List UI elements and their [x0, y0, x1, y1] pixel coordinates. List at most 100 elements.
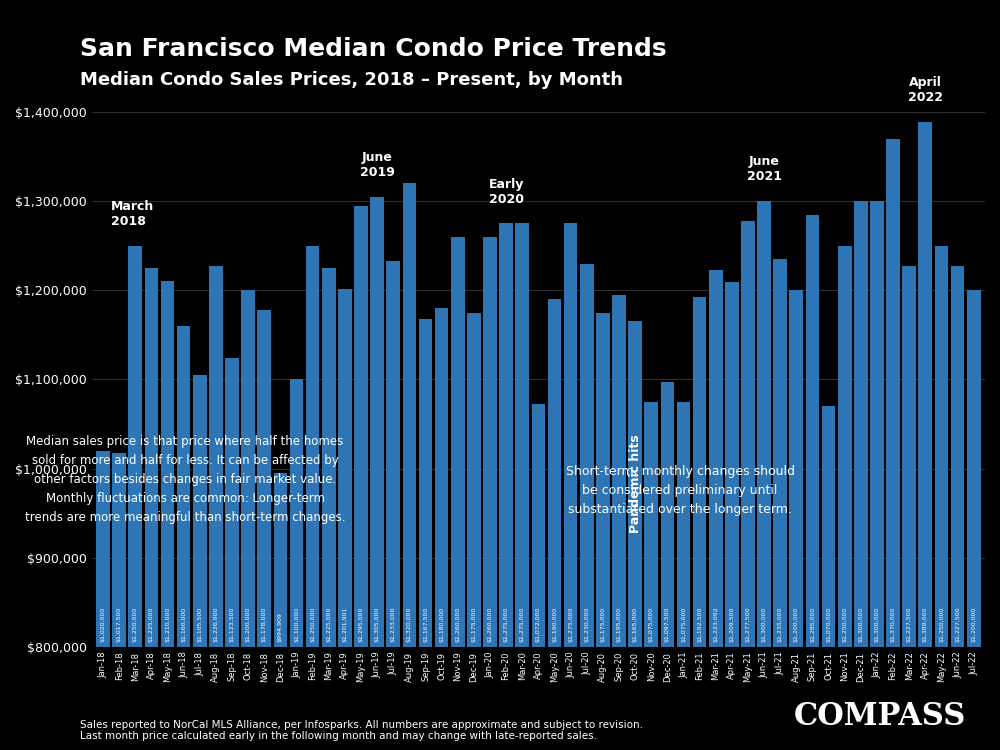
- Text: $1,200,000: $1,200,000: [971, 607, 976, 642]
- Bar: [951, 266, 964, 750]
- Text: $1,227,500: $1,227,500: [907, 607, 912, 642]
- Bar: [435, 308, 448, 750]
- Text: $1,165,000: $1,165,000: [633, 608, 638, 642]
- Bar: [161, 281, 174, 750]
- Bar: [467, 313, 481, 750]
- Bar: [274, 473, 287, 750]
- Text: $1,370,000: $1,370,000: [891, 607, 896, 642]
- Text: April
2022: April 2022: [908, 76, 943, 104]
- Text: $1,175,000: $1,175,000: [600, 607, 605, 642]
- Bar: [96, 451, 110, 750]
- Text: $1,070,000: $1,070,000: [826, 607, 831, 642]
- Bar: [628, 322, 642, 750]
- Text: $1,300,000: $1,300,000: [762, 607, 767, 642]
- Bar: [918, 122, 932, 750]
- Text: Median Condo Sales Prices, 2018 – Present, by Month: Median Condo Sales Prices, 2018 – Presen…: [80, 71, 623, 89]
- Text: $1,225,000: $1,225,000: [149, 607, 154, 642]
- Bar: [612, 295, 626, 750]
- Text: $1,250,000: $1,250,000: [842, 607, 847, 642]
- Bar: [902, 266, 916, 750]
- Text: $1,167,500: $1,167,500: [423, 607, 428, 642]
- Bar: [145, 268, 158, 750]
- Text: Median sales price is that price where half the homes
sold for more and half for: Median sales price is that price where h…: [25, 435, 345, 524]
- Text: $1,250,000: $1,250,000: [133, 607, 138, 642]
- Bar: [419, 320, 432, 750]
- Bar: [209, 266, 223, 750]
- Bar: [822, 406, 835, 750]
- Text: $1,260,000: $1,260,000: [487, 607, 492, 642]
- Text: $994,909: $994,909: [278, 613, 283, 642]
- Bar: [338, 289, 352, 750]
- Bar: [386, 261, 400, 750]
- Bar: [532, 404, 545, 750]
- Text: June
2021: June 2021: [747, 155, 782, 183]
- Text: March
2018: March 2018: [111, 200, 154, 228]
- Text: $1,223,092: $1,223,092: [713, 607, 718, 642]
- Bar: [451, 237, 465, 750]
- Bar: [741, 221, 755, 750]
- Bar: [596, 313, 610, 750]
- Bar: [515, 224, 529, 750]
- Text: $1,210,000: $1,210,000: [165, 607, 170, 642]
- Text: $1,175,000: $1,175,000: [471, 607, 476, 642]
- Bar: [677, 402, 690, 750]
- Text: $1,200,000: $1,200,000: [246, 607, 251, 642]
- Bar: [806, 214, 819, 750]
- Bar: [354, 206, 368, 750]
- Bar: [838, 246, 852, 750]
- Text: $1,201,901: $1,201,901: [342, 607, 347, 642]
- Text: $1,100,000: $1,100,000: [294, 608, 299, 642]
- Text: $1,195,000: $1,195,000: [616, 607, 621, 642]
- Bar: [725, 282, 739, 750]
- Text: $1,190,000: $1,190,000: [552, 607, 557, 642]
- Text: $1,192,500: $1,192,500: [697, 607, 702, 642]
- Text: $1,075,000: $1,075,000: [681, 607, 686, 642]
- Text: $1,178,000: $1,178,000: [262, 607, 267, 642]
- Text: $1,200,000: $1,200,000: [794, 607, 799, 642]
- Text: $1,225,000: $1,225,000: [326, 607, 331, 642]
- Text: $1,320,000: $1,320,000: [407, 607, 412, 642]
- Text: $1,017,500: $1,017,500: [117, 607, 122, 642]
- Text: $1,250,000: $1,250,000: [939, 607, 944, 642]
- Bar: [128, 246, 142, 750]
- Bar: [483, 237, 497, 750]
- Text: $1,180,000: $1,180,000: [439, 608, 444, 642]
- Bar: [177, 326, 190, 750]
- Text: $1,072,000: $1,072,000: [536, 607, 541, 642]
- Text: $1,275,000: $1,275,000: [520, 607, 525, 642]
- Text: $1,300,000: $1,300,000: [858, 607, 863, 642]
- Bar: [870, 201, 884, 750]
- Text: $1,275,000: $1,275,000: [504, 607, 509, 642]
- Bar: [935, 246, 948, 750]
- Text: $1,235,000: $1,235,000: [778, 607, 783, 642]
- Text: $1,233,000: $1,233,000: [391, 607, 396, 642]
- Text: $1,277,500: $1,277,500: [745, 607, 750, 642]
- Text: $1,305,000: $1,305,000: [375, 607, 380, 642]
- Text: $1,275,000: $1,275,000: [568, 607, 573, 642]
- Text: Last month price calculated early in the following month and may change with lat: Last month price calculated early in the…: [80, 731, 597, 741]
- Bar: [290, 380, 303, 750]
- Bar: [241, 290, 255, 750]
- Text: $1,260,000: $1,260,000: [455, 607, 460, 642]
- Bar: [789, 290, 803, 750]
- Text: June
2019: June 2019: [360, 151, 395, 179]
- Text: $1,230,000: $1,230,000: [584, 607, 589, 642]
- Text: $1,226,900: $1,226,900: [213, 607, 218, 642]
- Text: $1,123,500: $1,123,500: [230, 607, 235, 642]
- Text: $1,227,500: $1,227,500: [955, 607, 960, 642]
- Text: San Francisco Median Condo Price Trends: San Francisco Median Condo Price Trends: [80, 38, 667, 62]
- Text: $1,285,000: $1,285,000: [810, 607, 815, 642]
- Text: Early
2020: Early 2020: [488, 178, 524, 206]
- Bar: [661, 382, 674, 750]
- Text: $1,097,500: $1,097,500: [665, 607, 670, 642]
- Bar: [886, 139, 900, 750]
- Bar: [564, 224, 577, 750]
- Text: $1,295,000: $1,295,000: [359, 607, 364, 642]
- Bar: [225, 358, 239, 750]
- Bar: [499, 224, 513, 750]
- Text: Sales reported to NorCal MLS Alliance, per Infosparks. All numbers are approxima: Sales reported to NorCal MLS Alliance, p…: [80, 720, 643, 730]
- Text: Pandemic hits: Pandemic hits: [629, 435, 642, 533]
- Text: $1,300,000: $1,300,000: [874, 607, 879, 642]
- Bar: [370, 196, 384, 750]
- Bar: [693, 297, 706, 750]
